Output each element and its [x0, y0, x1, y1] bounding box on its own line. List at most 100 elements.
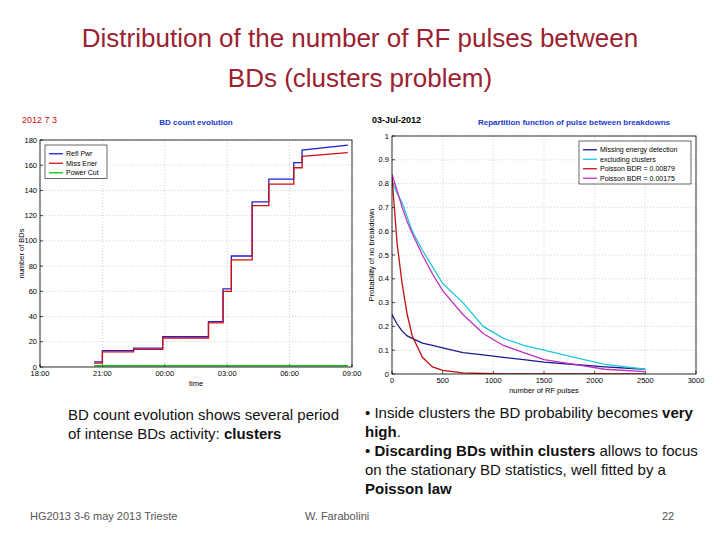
tick-label: 20 [29, 337, 37, 346]
text-run: Discarding BDs within clusters [374, 442, 595, 459]
legend-label: excluding clusters [600, 156, 656, 164]
tick-label: 1500 [536, 376, 553, 385]
tick-mark [40, 266, 43, 267]
legend-label: Missing energy detection [600, 146, 678, 154]
tick-label: 3000 [688, 376, 705, 385]
legend-swatch [49, 172, 63, 173]
legend-box [579, 141, 691, 184]
plot-frame [40, 140, 352, 367]
tick-mark [392, 255, 395, 256]
legend-label: Poisson BDR = 0.00879 [600, 165, 675, 172]
tick-label: 80 [29, 262, 37, 271]
text-run: Poisson law [365, 480, 452, 497]
legend-box [45, 145, 107, 179]
series-line [392, 315, 645, 370]
text-run: • Inside clusters the BD probability bec… [365, 404, 662, 421]
tick-label: 0.6 [379, 227, 389, 236]
chart-subtitle: 03-Jul-2012 [372, 115, 421, 125]
grid-line [392, 302, 696, 303]
plot-area [40, 140, 352, 367]
grid-line [544, 136, 545, 374]
series-group [392, 174, 645, 374]
left-paragraph: BD count evolution shows several period … [68, 405, 343, 443]
y-axis-label: number of BDs [17, 228, 26, 278]
tick-mark [40, 316, 43, 317]
series-line [392, 181, 645, 369]
tick-label: 00:00 [155, 369, 174, 378]
tick-label: 0 [385, 370, 389, 379]
tick-mark [392, 278, 395, 279]
tick-mark [40, 165, 43, 166]
plot-area [392, 136, 696, 374]
legend-swatch [583, 178, 597, 179]
grid-line [392, 231, 696, 232]
grid-line [40, 266, 352, 267]
tick-mark [392, 302, 395, 303]
grid-line [40, 190, 352, 191]
grid-line [40, 341, 352, 342]
tick-mark [40, 291, 43, 292]
tick-mark [442, 371, 443, 374]
tick-label: 2500 [637, 376, 654, 385]
chart-title: BD count evolution [159, 118, 232, 127]
series-line [392, 174, 645, 372]
tick-label: 500 [436, 376, 449, 385]
tick-label: 100 [24, 236, 37, 245]
grid-line [493, 136, 494, 374]
x-axis-label: time [189, 379, 203, 388]
legend-swatch [583, 168, 597, 169]
tick-label: 0 [390, 376, 394, 385]
tick-label: 2000 [586, 376, 603, 385]
text-run: • [365, 442, 374, 459]
tick-label: 160 [24, 161, 37, 170]
series-group [94, 145, 348, 366]
tick-label: 1 [385, 132, 389, 141]
legend-label: Power Cut [66, 169, 99, 176]
grid-line [40, 215, 352, 216]
legend: Refl PwrMiss EnerPower Cut [45, 145, 107, 179]
tick-label: 0.3 [379, 298, 389, 307]
plot-frame [392, 136, 696, 374]
tick-mark [392, 326, 395, 327]
grid-line [40, 291, 352, 292]
legend-swatch [583, 159, 597, 160]
chart-subtitle: 2012 7 3 [22, 115, 57, 125]
tick-label: 0 [33, 363, 37, 372]
tick-label: 0.9 [379, 155, 389, 164]
tick-label: 120 [24, 211, 37, 220]
bullet-list: • Inside clusters the BD probability bec… [365, 403, 710, 498]
grid-line [289, 140, 290, 367]
tick-mark [40, 240, 43, 241]
tick-label: 0.5 [379, 251, 389, 260]
legend-swatch [49, 163, 63, 164]
grid-line [164, 140, 165, 367]
tick-label: 0.7 [379, 203, 389, 212]
legend-label: Refl Pwr [66, 150, 93, 157]
grid-line [392, 326, 696, 327]
tick-mark [40, 190, 43, 191]
chart-title: Repartition function of pulse between br… [478, 118, 671, 127]
tick-label: 180 [24, 136, 37, 145]
bullet: • Discarding BDs within clusters allows … [365, 441, 710, 498]
legend-swatch [583, 149, 597, 150]
grid-line [227, 140, 228, 367]
tick-label: 0.4 [379, 274, 389, 283]
text-run: clusters [224, 425, 282, 442]
tick-label: 0.2 [379, 322, 389, 331]
x-axis-label: number of RF pulses [509, 386, 579, 395]
grid-line [392, 278, 696, 279]
grid-line [392, 207, 696, 208]
chart-background [368, 113, 708, 381]
grid-line [40, 240, 352, 241]
tick-label: 140 [24, 186, 37, 195]
legend: Missing energy detection excluding cluste… [579, 141, 691, 184]
tick-label: 03:00 [218, 369, 237, 378]
tick-mark [40, 341, 43, 342]
grid-line [40, 316, 352, 317]
slide-title: Distribution of the number of RF pulses … [55, 18, 665, 98]
tick-mark [392, 350, 395, 351]
footer-center: W. Farabolini [305, 510, 369, 522]
series-line [94, 153, 348, 364]
tick-label: 09:00 [343, 369, 362, 378]
chart: 2012 7 3BD count evolution18:0021:0000:0… [17, 113, 361, 388]
